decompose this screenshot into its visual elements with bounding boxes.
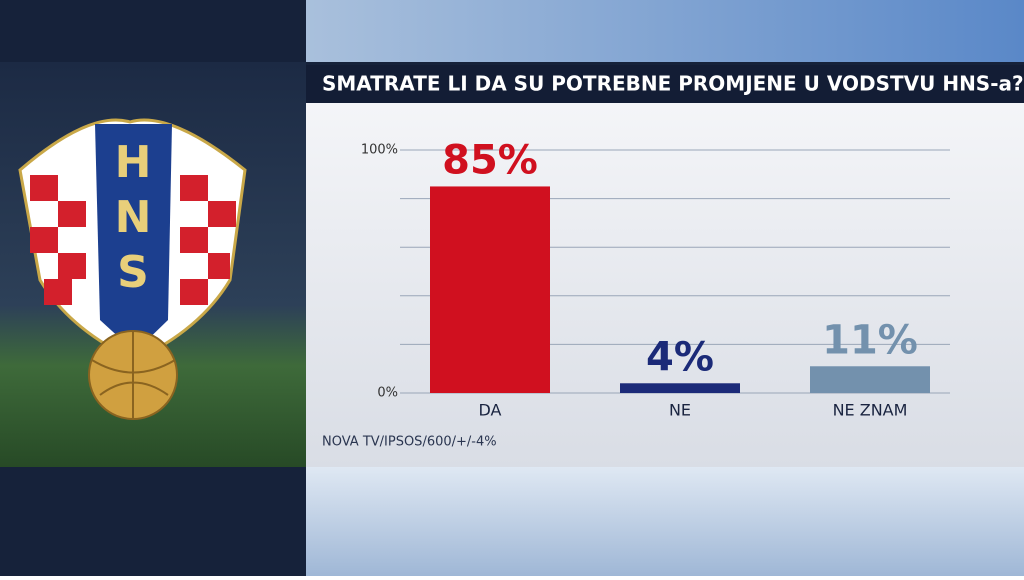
value-label: 4% xyxy=(646,334,714,380)
y-tick-label: 100% xyxy=(361,143,398,158)
logo-letter: S xyxy=(117,247,149,298)
x-tick-label: NE ZNAM xyxy=(833,401,908,420)
bottom-band xyxy=(306,467,1024,576)
x-tick-label: NE xyxy=(669,401,691,420)
bar xyxy=(620,383,740,393)
y-tick-label: 0% xyxy=(377,386,398,401)
logo-letter: N xyxy=(115,192,152,243)
top-band xyxy=(306,0,1024,62)
x-tick-label: DA xyxy=(479,401,502,420)
bar xyxy=(810,366,930,393)
value-label: 11% xyxy=(822,317,918,363)
source-note: NOVA TV/IPSOS/600/+/-4% xyxy=(322,435,497,450)
plot-panel xyxy=(306,103,1024,467)
chart-title: SMATRATE LI DA SU POTREBNE PROMJENE U VO… xyxy=(322,72,1024,96)
logo xyxy=(18,118,247,420)
logo-letter: H xyxy=(115,137,152,188)
title-bar xyxy=(306,65,1024,103)
value-label: 85% xyxy=(442,137,538,183)
bar xyxy=(430,186,550,393)
